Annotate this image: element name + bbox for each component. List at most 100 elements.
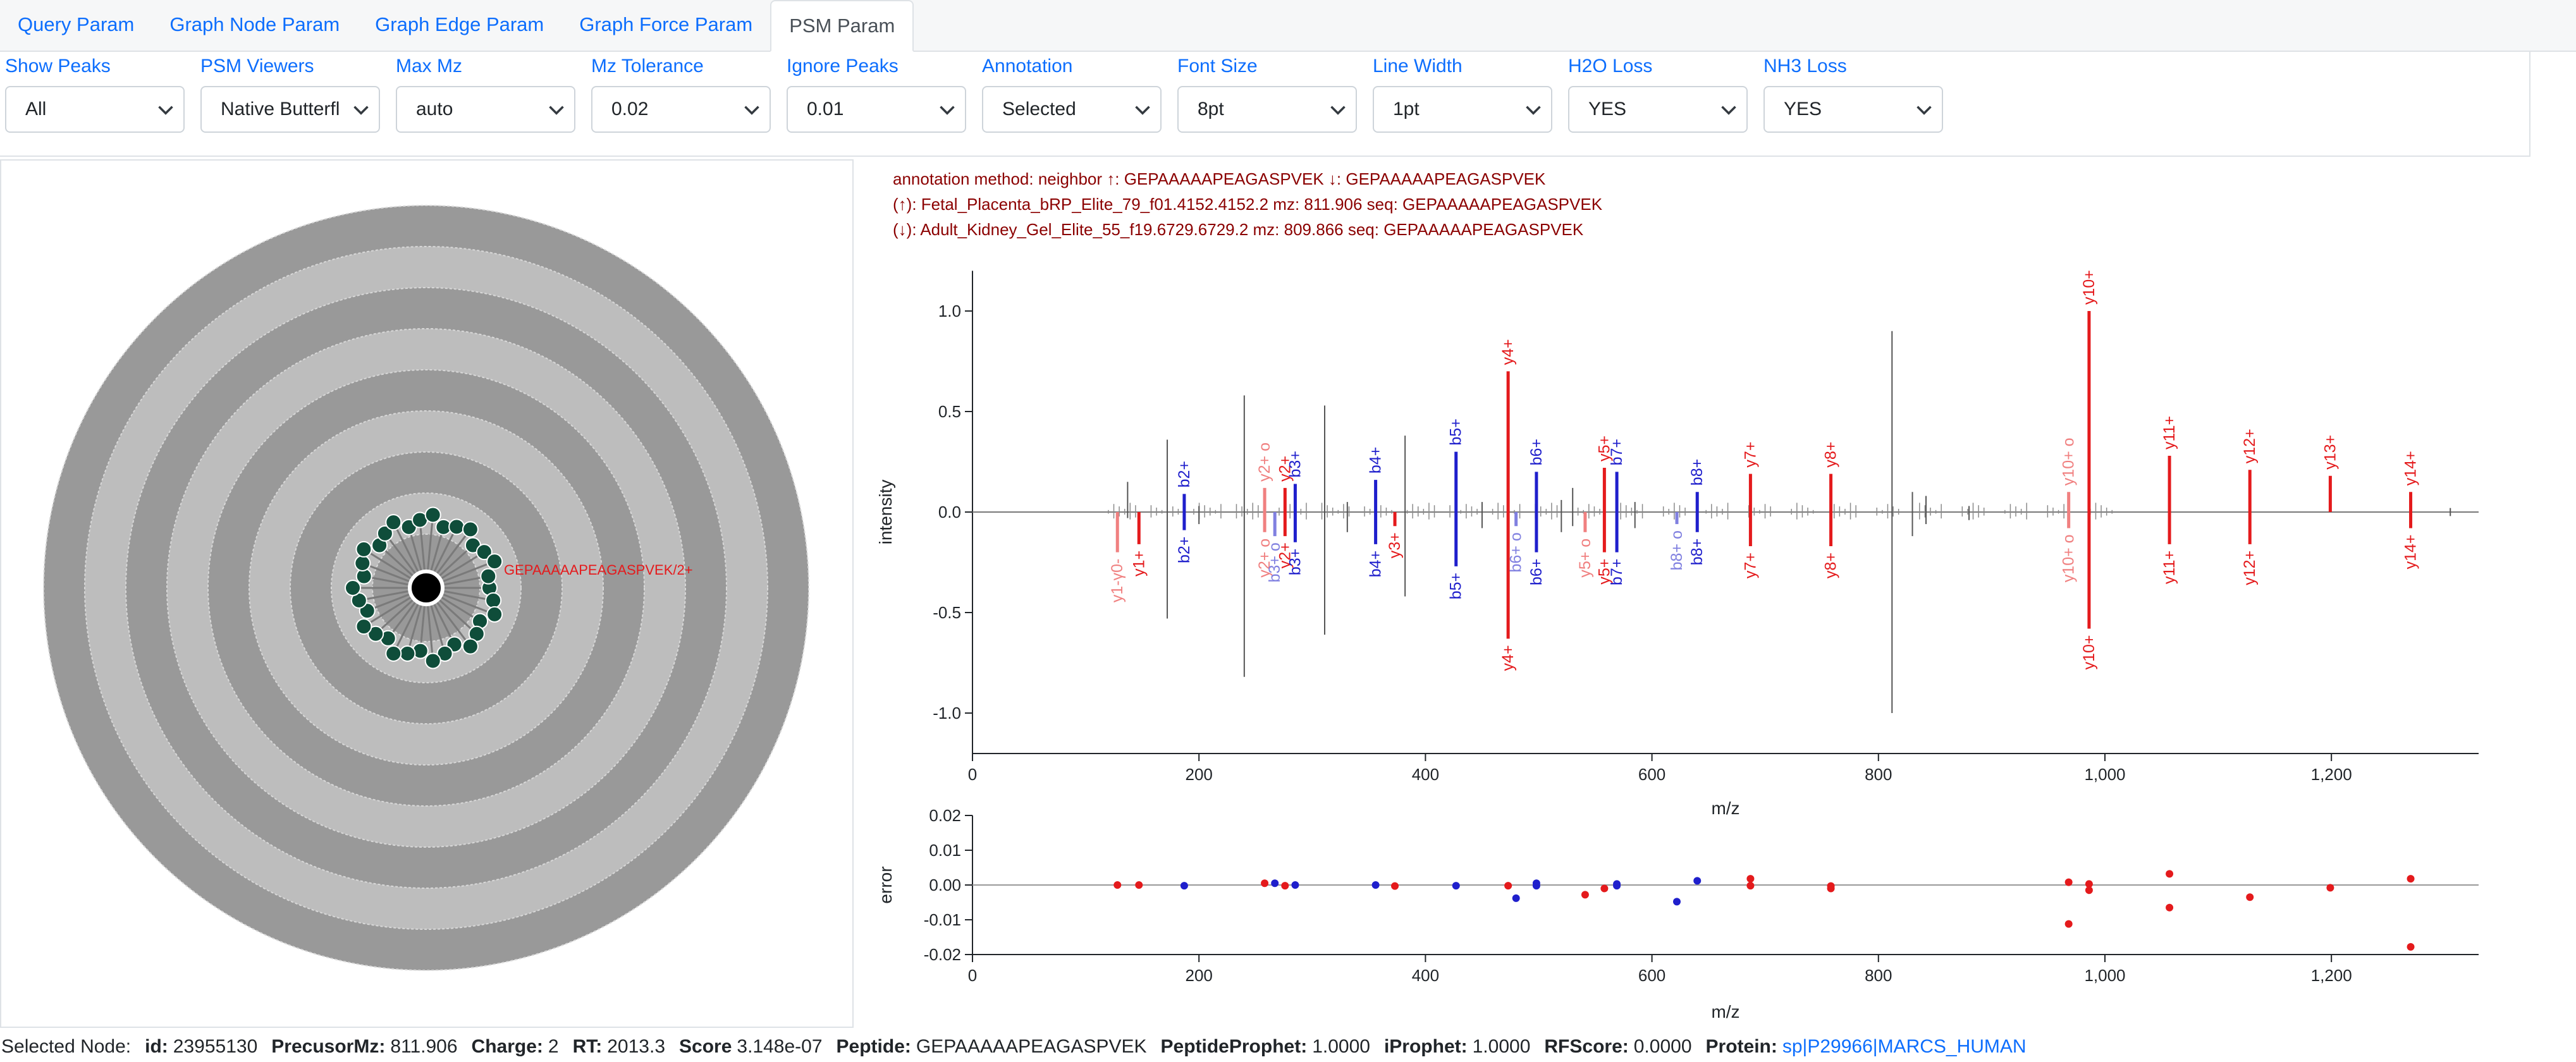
graph-node[interactable] [345,580,361,596]
error-axes: 0.02 0.01 0.00 -0.01 -0.02 0 200 400 600 800 1,000… [924,806,2479,985]
peak-label: y10+ [2080,635,2098,669]
center-node[interactable] [408,570,445,606]
graph-node[interactable] [480,568,497,585]
graph-node[interactable] [367,625,384,642]
graph-node[interactable] [376,525,393,542]
protein-link[interactable]: sp|P29966|MARCS_HUMAN [1782,1036,2027,1057]
peak-label: b6+ [1528,559,1545,585]
ignore-peaks-select[interactable]: 0.01 [787,86,966,133]
psm-viewers-select[interactable]: Native Butterfl [200,86,380,133]
chevron-down-icon [1135,106,1150,115]
peak-label: y11+ [2161,551,2178,584]
error-point [1291,881,1299,889]
mz-axis-label: m/z [1711,798,1739,818]
peak-label: b8+ o [1668,530,1686,570]
nh3-loss-select[interactable]: YES [1763,86,1943,133]
chevron-down-icon [1526,106,1541,115]
graph-node[interactable] [424,506,441,523]
graph-node[interactable] [486,553,503,570]
graph-node[interactable] [475,544,493,561]
peak-label: y12+ [2241,429,2259,463]
peak-label: b2+ [1175,537,1193,563]
peak-label: y3+ [1386,532,1404,558]
error-point [2407,943,2415,951]
graph-node[interactable] [462,638,479,655]
error-axis-label: error [876,866,895,903]
peak-label: y5+ [1595,436,1613,461]
error-y-tick-label: 0.02 [929,806,961,825]
status-bar: Selected Node: id: 23955130 PrecusorMz: 81… [0,1032,2576,1062]
error-point [1371,881,1380,889]
graph-node[interactable] [354,554,371,571]
graph-node[interactable] [448,518,465,535]
annotation-down-line: (↓): Adult_Kidney_Gel_Elite_55_f19.6729.… [893,220,1584,239]
graph-node[interactable] [485,592,502,609]
peak-label: b8+ [1688,459,1706,485]
graph-node[interactable] [355,540,372,558]
peak-label: y13+ [2321,435,2339,470]
error-x-tick-label: 1,000 [2084,966,2125,985]
status-charge-label: Charge: [471,1036,543,1057]
param-label: Annotation [982,56,1073,76]
peak-label: b2+ [1175,461,1193,487]
graph-node[interactable] [355,618,372,635]
show-peaks-select[interactable]: All [5,86,185,133]
select-value: 0.02 [611,99,649,119]
h2o-loss-select[interactable]: YES [1568,86,1748,133]
graph-node[interactable] [399,645,416,662]
param-label: Mz Tolerance [591,56,704,76]
graph-node[interactable] [462,521,479,538]
intensity-axes: 1.0 0.5 0.0 -0.5 -1.0 0 200 400 600 800 1,000 1,200 [933,271,2479,784]
peak-label: b4+ [1367,447,1385,473]
y-tick-label: 0.5 [938,402,961,421]
status-id-label: id: [145,1036,168,1057]
mz-tolerance-select[interactable]: 0.02 [591,86,771,133]
error-point [2326,884,2334,892]
peak-label: y14+ [2402,534,2420,569]
status-rfscore-label: RFScore: [1544,1036,1629,1057]
tab-graph-edge-param[interactable]: Graph Edge Param [375,13,544,35]
tab-psm-param[interactable]: PSM Param [770,0,914,52]
graph-node[interactable] [424,652,441,669]
graph-node[interactable] [436,645,453,662]
graph-node[interactable] [486,606,503,623]
param-label: Show Peaks [5,56,111,76]
error-point [1512,894,1520,902]
error-point [1113,881,1122,889]
status-prefix: Selected Node: [1,1036,132,1057]
chevron-down-icon [1917,106,1932,115]
tab-query-param[interactable]: Query Param [18,13,135,35]
param-label: Font Size [1177,56,1258,76]
error-x-tick-label: 200 [1186,966,1213,985]
peak-label: y2+ [1276,456,1294,482]
status-score-value: 3.148e-07 [737,1036,823,1057]
x-tick-label: 200 [1186,765,1213,784]
graph-nodes [345,506,503,669]
max-mz-select[interactable]: auto [396,86,575,133]
annotation-select[interactable]: Selected [982,86,1162,133]
peak-label: y8+ [1822,442,1840,468]
status-rt-value: 2013.3 [607,1036,666,1057]
graph-node[interactable] [385,645,402,662]
select-value: auto [416,99,453,119]
error-point [1827,882,1835,890]
status-iprophet-value: 1.0000 [1472,1036,1531,1057]
error-point [1504,882,1512,890]
select-value: YES [1588,99,1627,119]
peak-label: b6+ o [1507,532,1525,572]
peak-label: y10+ o [2060,437,2078,485]
peak-label: y2+ [1276,542,1294,568]
font-size-select[interactable]: 8pt [1177,86,1357,133]
tab-graph-force-param[interactable]: Graph Force Param [579,13,753,35]
error-point [1281,882,1289,890]
y-tick-label: 1.0 [938,302,961,320]
status-id-value: 23955130 [173,1036,258,1057]
chevron-down-icon [940,106,955,115]
peak-label: b3+ [1286,549,1304,575]
graph-node[interactable] [385,514,402,531]
line-width-select[interactable]: 1pt [1373,86,1552,133]
error-x-tick-label: 800 [1865,966,1892,985]
param-label: NH3 Loss [1763,56,1847,76]
network-graph[interactable]: GEPAAAAAPEAGASPVEK/2+ [1,161,852,1027]
tab-graph-node-param[interactable]: Graph Node Param [169,13,340,35]
